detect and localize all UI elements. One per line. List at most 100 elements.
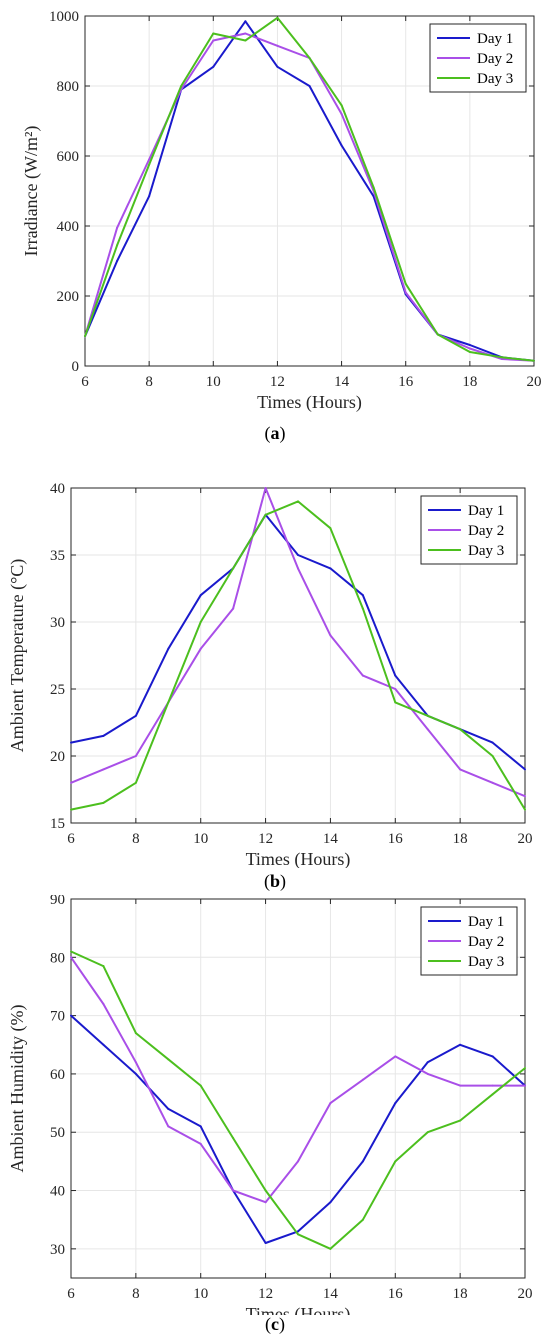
x-tick-label: 8 [132,1286,140,1302]
caption-c-letter: c [271,1314,279,1334]
x-tick-label: 6 [67,831,75,847]
data-point-day-3 [297,500,299,503]
legend-box [420,495,518,565]
data-point-day-3 [491,755,494,757]
data-point-day-1 [134,714,137,717]
data-point-day-1 [134,1072,137,1075]
data-point-day-2 [329,634,332,637]
data-point-day-2 [276,44,279,47]
temperature-chart: 6 8 10 12 14 16 18 20 15 20 25 30 35 40 Times (Hours) A… [7,481,533,868]
x-tick-label: 8 [145,374,153,390]
data-point-day-2 [491,1084,494,1087]
caption-a: (a) [264,423,286,443]
legend-label-day-1: Day 1 [468,503,504,519]
data-point-day-1 [524,768,526,771]
x-tick-label: 10 [193,831,208,847]
data-point-day-2 [394,1055,397,1058]
y-tick-label: 30 [50,615,65,631]
data-point-day-2 [361,1078,364,1081]
data-point-day-3 [459,1119,462,1122]
data-point-day-3 [167,1058,170,1061]
data-point-day-3 [232,567,235,570]
x-axis-label: Times (Hours) [246,1304,351,1315]
data-point-day-2 [297,567,299,570]
data-point-day-2 [459,768,462,771]
data-point-day-2 [500,358,503,360]
data-point-day-3 [394,1160,397,1163]
data-point-day-3 [134,781,137,784]
data-point-day-2 [102,1002,105,1005]
humidity-chart: 6 8 10 12 14 16 18 20 30 40 50 60 70 80 90 Times (Hours… [7,895,533,1315]
y-tick-label: 400 [57,219,80,235]
data-point-day-3 [524,1067,526,1070]
y-tick-label: 40 [50,1184,65,1200]
data-point-day-1 [361,594,364,597]
data-point-day-3 [459,728,462,731]
data-point-day-1 [212,65,215,68]
data-point-day-3 [297,1233,299,1236]
data-point-day-3 [116,244,119,247]
x-tick-label: 12 [258,831,273,847]
legend-label-day-3: Day 3 [477,71,513,87]
y-tick-label: 0 [72,359,80,375]
data-point-day-2 [70,956,72,959]
data-point-day-3 [232,1137,235,1140]
y-tick-label: 600 [57,149,80,165]
data-point-day-3 [491,1093,494,1096]
x-tick-label: 14 [323,831,339,847]
data-point-day-3 [84,335,86,338]
data-point-day-1 [394,1102,397,1105]
y-tick-label: 30 [50,1242,65,1258]
data-point-day-2 [297,1160,299,1163]
x-tick-label: 14 [323,1286,339,1302]
data-point-day-3 [264,1189,267,1192]
data-point-day-2 [167,1125,170,1128]
legend-label-day-2: Day 2 [468,934,504,950]
data-point-day-2 [264,487,267,489]
data-point-day-3 [180,85,183,87]
y-tick-label: 800 [57,79,80,95]
data-point-day-3 [361,607,364,610]
data-point-day-3 [167,701,170,704]
data-point-day-1 [491,741,494,744]
data-point-day-3 [533,359,535,362]
legend-label-day-2: Day 2 [477,51,513,67]
irradiance-axes-box [84,15,535,367]
caption-b: (b) [263,871,286,891]
data-point-day-1 [308,85,311,87]
data-point-day-1 [244,20,247,23]
data-point-day-2 [524,795,526,798]
x-axis-label: Times (Hours) [257,392,362,413]
temperature-axes-box [70,487,526,824]
y-tick-label: 200 [57,289,80,305]
data-point-day-3 [404,282,407,285]
data-point-day-3 [524,808,526,811]
x-tick-label: 6 [67,1286,75,1302]
x-axis-label: Times (Hours) [246,849,351,868]
data-point-day-3 [426,714,429,717]
data-point-day-3 [70,950,72,953]
data-point-day-1 [459,1043,462,1046]
data-point-day-3 [70,808,72,811]
data-point-day-3 [340,104,343,107]
data-point-day-1 [394,674,397,677]
data-point-day-2 [134,1061,137,1064]
data-point-day-3 [361,1218,364,1221]
data-point-day-2 [329,1102,332,1105]
x-tick-label: 10 [193,1286,208,1302]
data-point-day-2 [148,158,151,161]
data-point-day-1 [361,1160,364,1163]
data-point-day-3 [199,621,202,623]
x-tick-label: 20 [518,831,533,847]
caption-c: (c) [265,1314,285,1334]
data-point-day-2 [244,32,247,35]
data-point-day-3 [500,356,503,359]
data-point-day-1 [329,1201,332,1204]
data-point-day-3 [308,57,311,59]
x-tick-label: 10 [206,374,221,390]
data-point-day-1 [199,594,202,597]
data-point-day-1 [297,554,299,556]
legend-label-day-2: Day 2 [468,523,504,539]
data-point-day-3 [244,39,247,42]
data-point-day-1 [426,1061,429,1064]
